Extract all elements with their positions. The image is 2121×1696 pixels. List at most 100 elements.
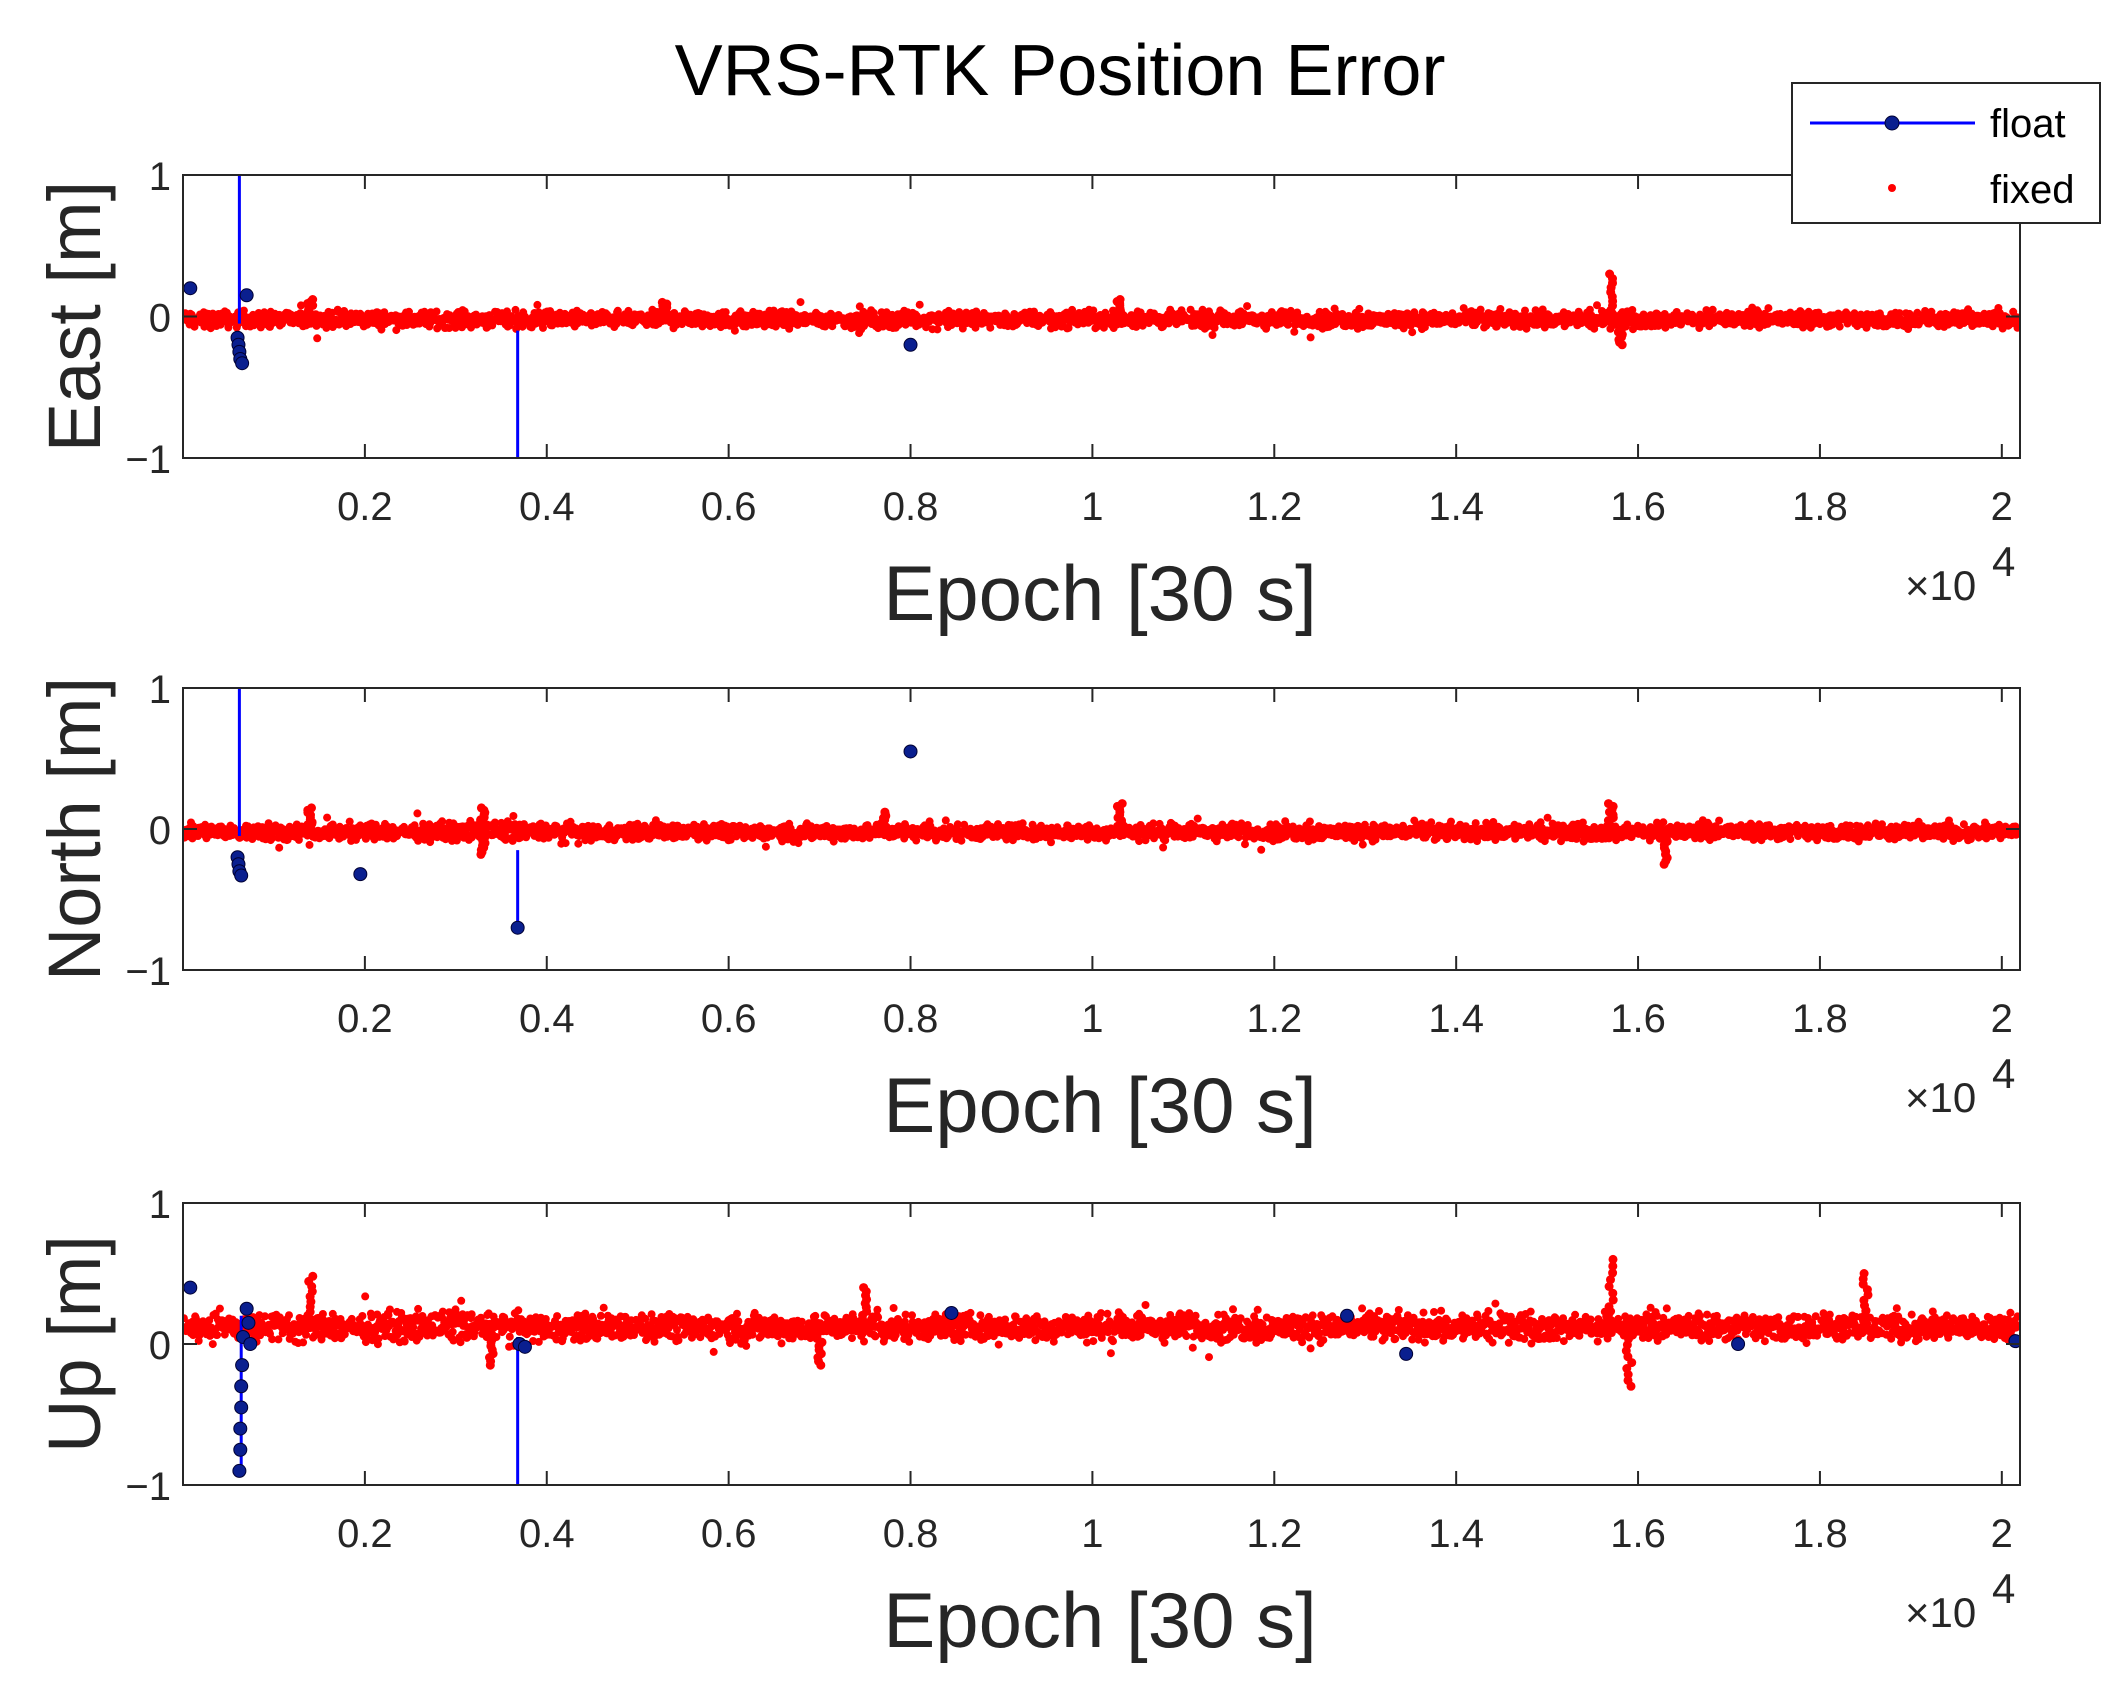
fixed-point [721,308,730,317]
fixed-point [1786,835,1795,844]
fixed-point [1013,832,1022,841]
fixed-point [438,817,447,826]
fixed-point [239,306,248,315]
fixed-series-east [183,269,2020,350]
fixed-point [491,818,499,827]
fixed-spike-point [1617,340,1627,350]
float-point [235,356,250,371]
fixed-point [561,839,570,848]
fixed-point [1593,301,1601,310]
fixed-point [1149,819,1158,828]
fixed-point [410,821,419,830]
fixed-point [953,820,962,829]
fixed-point [405,307,413,316]
fixed-point [1208,331,1217,339]
fixed-point [268,834,277,843]
y-axis-label: East [m] [33,181,116,452]
y-tick-label: 1 [149,155,171,199]
chart-title: VRS-RTK Position Error [675,31,1446,111]
fixed-spike-point [1115,295,1125,304]
fixed-point [1764,304,1773,313]
fixed-point [190,322,199,331]
fixed-point [1521,306,1529,315]
fixed-point [1135,837,1144,846]
float-point [183,281,198,296]
fixed-point [1338,310,1347,318]
fixed-point [1243,302,1252,311]
fixed-point [933,325,942,334]
fixed-point [392,326,401,335]
fixed-point [1290,327,1299,336]
fixed-point [574,839,583,848]
fixed-point [1578,818,1587,827]
x-tick-label: 1.8 [1792,485,1848,529]
fixed-point [1241,840,1249,849]
fixed-point [761,842,770,851]
fixed-point [1659,818,1668,827]
fixed-point [520,820,528,829]
fixed-point [941,816,950,825]
plot-area-east [183,175,2020,458]
float-point [903,337,918,352]
fixed-point [613,306,622,315]
x-tick-label: 2 [1991,485,2013,529]
fixed-point [986,323,995,332]
fixed-point [730,326,739,335]
fixed-point [432,307,441,316]
fixed-point [1708,305,1717,314]
fixed-point [1288,822,1297,831]
fixed-point [426,834,435,843]
x-tick-label: 0.4 [519,485,575,529]
fixed-point [796,298,805,307]
fixed-point [1089,306,1098,315]
fixed-point [2013,323,2020,332]
fixed-point [1109,306,1117,315]
fixed-point [1305,817,1314,826]
x-axis-multiplier: ×10 [1905,562,1976,609]
fixed-point [850,824,859,833]
fixed-point [1715,816,1724,825]
fixed-point [1193,814,1202,823]
fixed-point [1358,840,1367,849]
fixed-point [445,324,454,332]
fixed-point [1047,838,1055,847]
fixed-point [275,843,284,852]
fixed-point [957,836,966,845]
fixed-point [1628,306,1637,314]
fixed-point [915,300,924,309]
x-tick-label: 1 [1081,485,1103,529]
fixed-point [1471,819,1480,828]
fixed-point [511,305,520,314]
x-tick-label: 1.4 [1428,485,1484,529]
x-tick-label: 1.6 [1610,485,1666,529]
fixed-spike-point [1605,269,1615,279]
fixed-point [1543,813,1552,822]
fixed-point [1257,845,1266,854]
fixed-spike-point [308,295,318,304]
fixed-series-north [183,799,2020,869]
fixed-point [509,812,518,820]
fixed-point [323,813,332,822]
x-tick-label: 1.2 [1246,485,1302,529]
fixed-point [1408,328,1417,337]
fixed-point [345,817,354,826]
fixed-point [912,836,921,845]
fixed-point [1895,309,1904,318]
fixed-point [1355,304,1364,313]
x-axis-exponent: 4 [1992,538,2015,585]
x-tick-label: 0.8 [883,485,939,529]
fixed-point [413,809,422,818]
fixed-point [1489,818,1498,826]
fixed-point [1018,819,1027,828]
fixed-point [1447,817,1455,826]
fixed-point [1927,307,1936,316]
fixed-point [1315,307,1324,316]
float-point [239,288,254,303]
fixed-point [533,300,542,309]
y-tick-label: −1 [125,438,171,482]
fixed-point [794,839,803,848]
fixed-point [1306,333,1315,342]
